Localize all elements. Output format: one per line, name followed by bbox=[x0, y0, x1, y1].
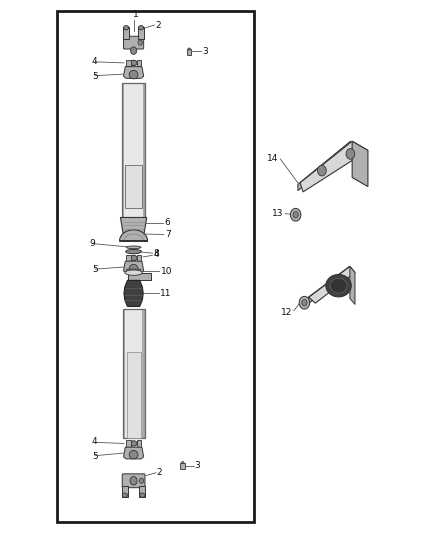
Bar bbox=[126, 60, 131, 66]
Bar bbox=[125, 165, 142, 208]
Ellipse shape bbox=[140, 493, 145, 497]
Text: 8: 8 bbox=[154, 249, 159, 258]
Bar bbox=[139, 486, 145, 497]
Polygon shape bbox=[124, 280, 143, 306]
Bar bbox=[123, 27, 129, 39]
Ellipse shape bbox=[125, 270, 142, 276]
Bar bbox=[187, 49, 191, 55]
Ellipse shape bbox=[181, 462, 184, 464]
Bar bbox=[143, 83, 145, 222]
Text: 5: 5 bbox=[92, 453, 98, 461]
Text: 3: 3 bbox=[194, 462, 200, 470]
Bar bbox=[137, 60, 141, 66]
Bar bbox=[142, 309, 145, 438]
Ellipse shape bbox=[126, 246, 141, 248]
Bar bbox=[122, 83, 145, 222]
Bar bbox=[57, 11, 254, 522]
Polygon shape bbox=[124, 261, 144, 273]
Text: 4: 4 bbox=[92, 58, 98, 66]
Polygon shape bbox=[298, 141, 350, 191]
Ellipse shape bbox=[130, 60, 137, 66]
Text: 11: 11 bbox=[160, 289, 171, 298]
Circle shape bbox=[131, 47, 137, 54]
Polygon shape bbox=[307, 266, 350, 305]
Ellipse shape bbox=[188, 48, 191, 50]
Bar bbox=[123, 309, 125, 438]
Circle shape bbox=[302, 300, 307, 306]
Text: 4: 4 bbox=[154, 251, 159, 259]
Ellipse shape bbox=[126, 249, 141, 254]
Circle shape bbox=[139, 478, 144, 483]
Text: 10: 10 bbox=[161, 266, 172, 276]
Ellipse shape bbox=[326, 274, 351, 297]
Text: 5: 5 bbox=[92, 265, 98, 274]
FancyBboxPatch shape bbox=[122, 474, 145, 488]
Bar bbox=[122, 486, 128, 497]
Bar bbox=[126, 255, 131, 261]
Bar bbox=[123, 309, 145, 438]
Polygon shape bbox=[120, 230, 148, 241]
Bar bbox=[138, 27, 144, 39]
Ellipse shape bbox=[129, 450, 138, 459]
Ellipse shape bbox=[130, 441, 137, 446]
Circle shape bbox=[130, 477, 137, 485]
Text: 2: 2 bbox=[155, 21, 161, 29]
Polygon shape bbox=[124, 67, 144, 78]
Text: 4: 4 bbox=[92, 438, 98, 446]
Text: 9: 9 bbox=[90, 239, 95, 247]
Ellipse shape bbox=[129, 70, 138, 79]
Text: 1: 1 bbox=[133, 10, 139, 19]
Text: 2: 2 bbox=[156, 468, 162, 477]
Circle shape bbox=[318, 165, 326, 176]
Bar bbox=[127, 352, 141, 438]
Bar bbox=[122, 83, 124, 222]
Text: 5: 5 bbox=[92, 72, 98, 81]
Polygon shape bbox=[124, 447, 144, 459]
Ellipse shape bbox=[130, 255, 137, 261]
Text: 3: 3 bbox=[202, 47, 208, 55]
Ellipse shape bbox=[124, 26, 129, 30]
Circle shape bbox=[299, 296, 310, 309]
Circle shape bbox=[346, 149, 355, 159]
Bar bbox=[125, 165, 142, 208]
Circle shape bbox=[290, 208, 301, 221]
Bar bbox=[126, 440, 131, 447]
Ellipse shape bbox=[129, 264, 138, 273]
Text: 14: 14 bbox=[267, 155, 278, 164]
Text: 13: 13 bbox=[272, 209, 283, 218]
Ellipse shape bbox=[122, 493, 127, 497]
Bar bbox=[122, 83, 145, 222]
Bar bbox=[137, 440, 141, 447]
Bar bbox=[123, 309, 145, 438]
Text: 6: 6 bbox=[164, 219, 170, 227]
FancyBboxPatch shape bbox=[124, 36, 144, 49]
Polygon shape bbox=[350, 266, 355, 304]
Text: 12: 12 bbox=[281, 308, 292, 317]
Polygon shape bbox=[126, 269, 141, 273]
Polygon shape bbox=[352, 141, 368, 187]
Ellipse shape bbox=[330, 278, 347, 293]
Bar bbox=[128, 273, 151, 280]
Bar bbox=[127, 352, 141, 438]
Polygon shape bbox=[120, 217, 147, 233]
Text: 7: 7 bbox=[165, 230, 171, 239]
Circle shape bbox=[293, 212, 298, 218]
Polygon shape bbox=[300, 141, 368, 192]
Ellipse shape bbox=[138, 26, 144, 30]
Polygon shape bbox=[309, 266, 355, 303]
Circle shape bbox=[138, 40, 142, 45]
Bar bbox=[180, 463, 185, 469]
Bar bbox=[137, 255, 141, 261]
